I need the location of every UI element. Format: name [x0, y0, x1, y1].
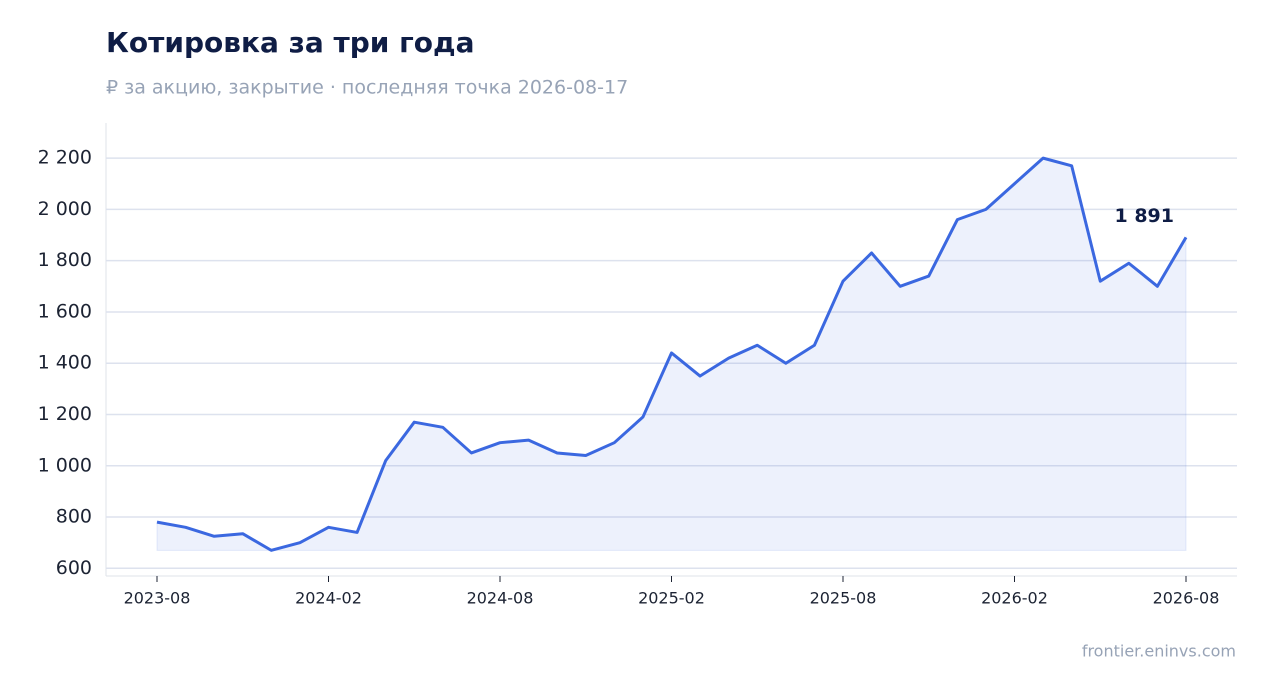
x-tick-label: 2026-02: [981, 589, 1048, 608]
y-tick-label: 1 200: [38, 403, 92, 425]
x-tick-label: 2025-08: [810, 589, 877, 608]
x-tick-label: 2024-02: [295, 589, 362, 608]
y-tick-label: 1 400: [38, 352, 92, 374]
line: [156, 156, 1188, 552]
x-tick-label: 2025-02: [638, 589, 705, 608]
y-tick-label: 600: [56, 557, 92, 579]
x-tick-label: 2026-08: [1153, 589, 1220, 608]
y-tick-label: 800: [56, 506, 92, 528]
chart-title: Котировка за три года: [106, 26, 475, 59]
y-tick-label: 2 200: [38, 147, 92, 169]
y-tick-label: 1 800: [38, 249, 92, 271]
chart-subtitle: ₽ за акцию, закрытие · последняя точка 2…: [106, 77, 628, 99]
x-tick-label: 2023-08: [124, 589, 191, 608]
value-label: 1 891: [1115, 205, 1175, 227]
source: frontier.eninvs.com: [1082, 642, 1236, 661]
y-tick-label: 1 600: [38, 300, 92, 322]
x-tick-label: 2024-08: [467, 589, 534, 608]
y-tick-label: 2 000: [38, 198, 92, 220]
y-tick-label: 1 000: [38, 454, 92, 476]
